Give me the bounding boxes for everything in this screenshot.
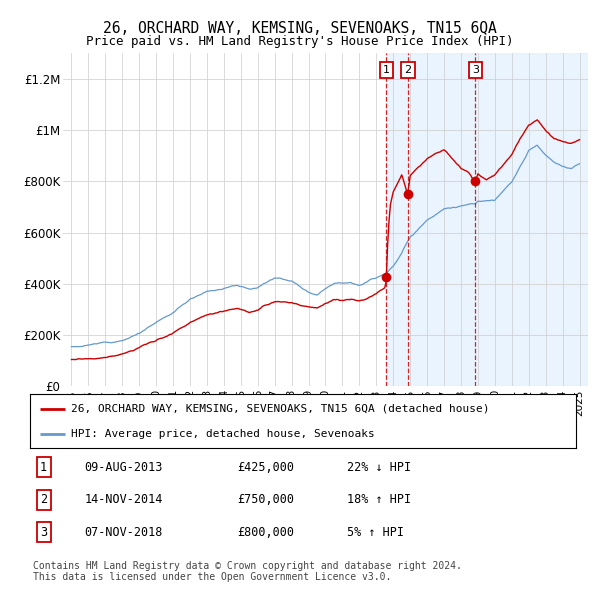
Text: 3: 3 [40,526,47,539]
Text: £800,000: £800,000 [238,526,295,539]
Text: £425,000: £425,000 [238,461,295,474]
Text: 1: 1 [40,461,47,474]
Text: 2: 2 [404,65,412,75]
Text: 5% ↑ HPI: 5% ↑ HPI [347,526,404,539]
Text: This data is licensed under the Open Government Licence v3.0.: This data is licensed under the Open Gov… [33,572,391,582]
Text: 18% ↑ HPI: 18% ↑ HPI [347,493,411,506]
Text: 07-NOV-2018: 07-NOV-2018 [85,526,163,539]
Text: 09-AUG-2013: 09-AUG-2013 [85,461,163,474]
Bar [386,53,588,386]
Text: 1: 1 [383,65,390,75]
Text: Price paid vs. HM Land Registry's House Price Index (HPI): Price paid vs. HM Land Registry's House … [86,35,514,48]
Text: 3: 3 [472,65,479,75]
Text: 14-NOV-2014: 14-NOV-2014 [85,493,163,506]
Text: 26, ORCHARD WAY, KEMSING, SEVENOAKS, TN15 6QA: 26, ORCHARD WAY, KEMSING, SEVENOAKS, TN1… [103,21,497,36]
Text: Contains HM Land Registry data © Crown copyright and database right 2024.: Contains HM Land Registry data © Crown c… [33,562,462,571]
Text: 2: 2 [40,493,47,506]
Text: £750,000: £750,000 [238,493,295,506]
Text: 26, ORCHARD WAY, KEMSING, SEVENOAKS, TN15 6QA (detached house): 26, ORCHARD WAY, KEMSING, SEVENOAKS, TN1… [71,404,490,414]
Text: HPI: Average price, detached house, Sevenoaks: HPI: Average price, detached house, Seve… [71,429,374,439]
Text: 22% ↓ HPI: 22% ↓ HPI [347,461,411,474]
